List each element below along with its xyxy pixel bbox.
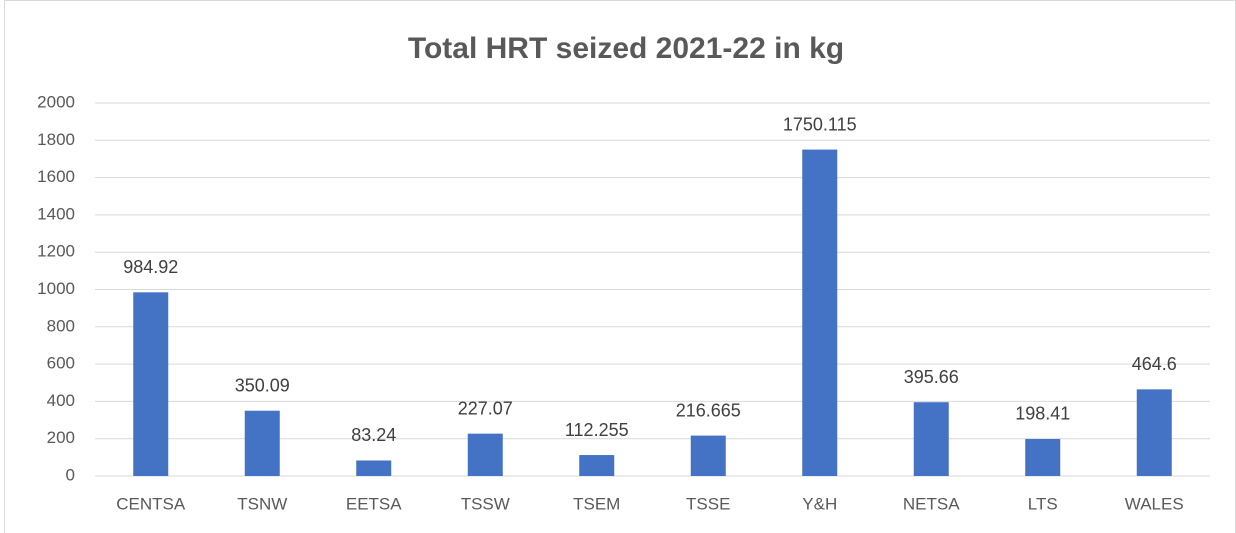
x-tick-label: NETSA <box>903 494 960 513</box>
bar <box>467 433 503 476</box>
x-tick-label: TSEM <box>573 494 620 513</box>
bar <box>1136 389 1172 476</box>
x-tick-label: CENTSA <box>116 494 186 513</box>
y-tick-label: 1600 <box>37 167 75 186</box>
data-label: 984.92 <box>123 257 178 277</box>
chart-title: Total HRT seized 2021-22 in kg <box>408 32 844 65</box>
y-tick-label: 1200 <box>37 242 75 261</box>
x-tick-label: LTS <box>1028 494 1058 513</box>
data-label: 216.665 <box>676 400 741 420</box>
y-tick-label: 400 <box>47 391 75 410</box>
bar <box>356 460 392 476</box>
data-label: 464.6 <box>1132 354 1177 374</box>
x-tick-label: Y&H <box>802 494 837 513</box>
bar <box>690 435 726 476</box>
x-tick-label: TSNW <box>237 494 287 513</box>
y-tick-label: 0 <box>66 465 75 484</box>
bar <box>913 402 949 476</box>
y-tick-label: 800 <box>47 316 75 335</box>
y-tick-label: 200 <box>47 428 75 447</box>
x-tick-label: TSSE <box>686 494 730 513</box>
data-label: 198.41 <box>1015 404 1070 424</box>
y-tick-label: 1400 <box>37 204 75 223</box>
data-label: 227.07 <box>458 398 513 418</box>
bar <box>1025 438 1061 476</box>
y-tick-label: 600 <box>47 354 75 373</box>
bar <box>802 149 838 476</box>
bar <box>579 455 615 476</box>
x-tick-label: WALES <box>1125 494 1184 513</box>
x-tick-label: EETSA <box>346 494 402 513</box>
bar <box>244 410 280 476</box>
data-label: 1750.115 <box>783 114 857 134</box>
x-tick-label: TSSW <box>461 494 510 513</box>
y-tick-label: 2000 <box>37 92 75 111</box>
data-label: 112.255 <box>565 420 629 440</box>
data-label: 350.09 <box>235 375 290 395</box>
data-label: 83.24 <box>351 425 396 445</box>
data-label: 395.66 <box>904 367 959 387</box>
bar <box>133 292 169 476</box>
y-tick-label: 1800 <box>37 130 75 149</box>
y-tick-label: 1000 <box>37 279 75 298</box>
